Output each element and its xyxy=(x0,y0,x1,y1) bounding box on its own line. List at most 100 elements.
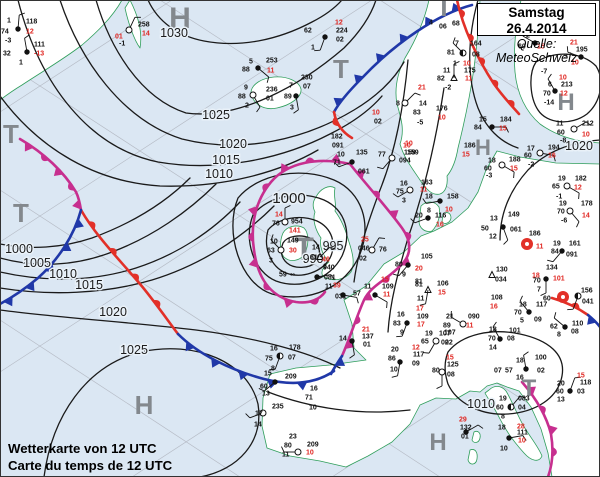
wind-barb-tick-icon xyxy=(567,308,574,311)
station-value: 70 xyxy=(514,310,522,317)
wind-barb-tick-icon xyxy=(513,171,515,179)
cloud-cover-half-fill-icon xyxy=(575,293,578,299)
wind-barb-tick-icon xyxy=(256,106,261,113)
station-value: 12 xyxy=(26,29,34,36)
station-value: 031 xyxy=(335,294,347,301)
station-value: 07 xyxy=(303,84,311,91)
station-value: 02 xyxy=(537,368,545,375)
station-value: 60 xyxy=(543,296,551,303)
station-value: 10 xyxy=(445,207,453,214)
station-value: 11 xyxy=(443,68,451,75)
station-value: 9 xyxy=(400,330,404,337)
wind-barb-tick-icon xyxy=(396,335,403,338)
high-pressure-center: H xyxy=(135,390,154,420)
station-value: 20 xyxy=(415,266,423,273)
station-value: 16 xyxy=(400,181,408,188)
station-value: 8 xyxy=(396,101,400,108)
station-value: 14 xyxy=(339,336,347,343)
station-value: 70 xyxy=(557,209,565,216)
front-triangle-symbol xyxy=(25,281,35,292)
station-plot: 19 161 84 091 xyxy=(547,241,581,263)
wind-barb-tick-icon xyxy=(293,109,299,114)
station-value: 11 xyxy=(465,76,473,83)
station-value: 15 xyxy=(438,290,446,297)
station-value: 135 xyxy=(356,150,368,157)
cloud-cover-clear-icon xyxy=(401,99,409,107)
graticule-line xyxy=(0,0,573,373)
station-value: 25 xyxy=(361,237,369,244)
wind-barb-tick-icon xyxy=(519,295,523,302)
isobar xyxy=(267,391,411,413)
station-value: 60 xyxy=(496,405,504,412)
cloud-cover-clear-icon xyxy=(536,149,544,157)
station-value: 57 xyxy=(505,368,513,375)
station-value: 134 xyxy=(546,265,558,272)
station-value: 02 xyxy=(359,256,367,263)
station-value: 83 xyxy=(393,321,401,328)
station-value: 29 xyxy=(459,417,467,424)
cloud-cover-clear-icon xyxy=(277,246,285,254)
station-value: 01 xyxy=(266,96,274,103)
front-semicircle-symbol xyxy=(41,153,50,162)
cloud-cover-overcast-icon xyxy=(349,338,355,344)
occluded-front xyxy=(251,159,352,304)
station-value: 137 xyxy=(362,334,374,341)
station-value: 10 xyxy=(372,110,380,117)
station-value: 03 xyxy=(577,389,585,396)
caption-de: Wetterkarte von 12 UTC xyxy=(8,441,157,456)
station-plot: 1 118 74 12 -3 xyxy=(1,12,37,45)
isobar xyxy=(280,235,321,269)
warm-front xyxy=(79,208,180,336)
cloud-cover-clear-icon xyxy=(498,161,506,169)
wind-barb-tick-icon xyxy=(422,198,427,204)
station-value: 20 xyxy=(391,347,399,354)
wind-barb-tick-icon xyxy=(266,76,270,83)
station-value: 10 xyxy=(405,141,413,148)
station-value: 39 xyxy=(333,283,341,290)
isobar xyxy=(0,309,341,369)
station-value: 18 xyxy=(488,158,496,165)
station-value: 12 xyxy=(489,234,497,241)
station-plot: 13 149 50 061 12 xyxy=(481,212,522,245)
wind-barb-tick-icon xyxy=(410,218,416,224)
front-triangle-symbol xyxy=(248,206,258,217)
shower-symbol-icon xyxy=(450,73,458,81)
station-plot: 134 18 101 70 7 xyxy=(532,265,565,296)
station-value: 6 xyxy=(548,82,552,89)
front-triangle-symbol xyxy=(375,53,386,63)
caption-fr: Carte du temps de 12 UTC xyxy=(8,458,173,473)
station-value: 70 xyxy=(488,336,496,343)
station-value: 1 xyxy=(19,60,23,67)
station-value: -2 xyxy=(528,162,534,169)
cloud-cover-overcast-icon xyxy=(24,49,30,55)
station-value: 105 xyxy=(421,254,433,261)
station-value: 149 xyxy=(508,212,520,219)
front-triangle-symbol xyxy=(185,341,195,352)
station-value: 108 xyxy=(491,295,503,302)
cloud-cover-overcast-icon xyxy=(314,274,320,280)
station-value: 046 xyxy=(358,246,370,253)
station-value: 083 xyxy=(518,396,530,403)
station-value: 11 xyxy=(364,284,372,291)
significant-weather-core-icon xyxy=(525,242,529,246)
station-value: 3 xyxy=(402,198,406,205)
station-value: 117 xyxy=(413,352,424,359)
station-value: 15 xyxy=(499,126,507,133)
station-value: 10 xyxy=(518,438,526,445)
cloud-cover-overcast-icon xyxy=(15,26,21,32)
station-value: 19 xyxy=(425,331,433,338)
station-value: 11 xyxy=(536,244,544,251)
cloud-cover-clear-icon xyxy=(294,448,302,456)
low-pressure-center: T xyxy=(3,119,19,149)
low-pressure-center: T xyxy=(436,0,452,22)
station-value: 15 xyxy=(537,44,545,51)
cloud-cover-overcast-icon xyxy=(526,309,532,315)
wind-barb-tick-icon xyxy=(270,234,274,241)
station-value: 10 xyxy=(582,132,590,139)
wind-barb-tick-icon xyxy=(314,49,321,52)
wind-barb-tick-icon xyxy=(377,166,384,170)
